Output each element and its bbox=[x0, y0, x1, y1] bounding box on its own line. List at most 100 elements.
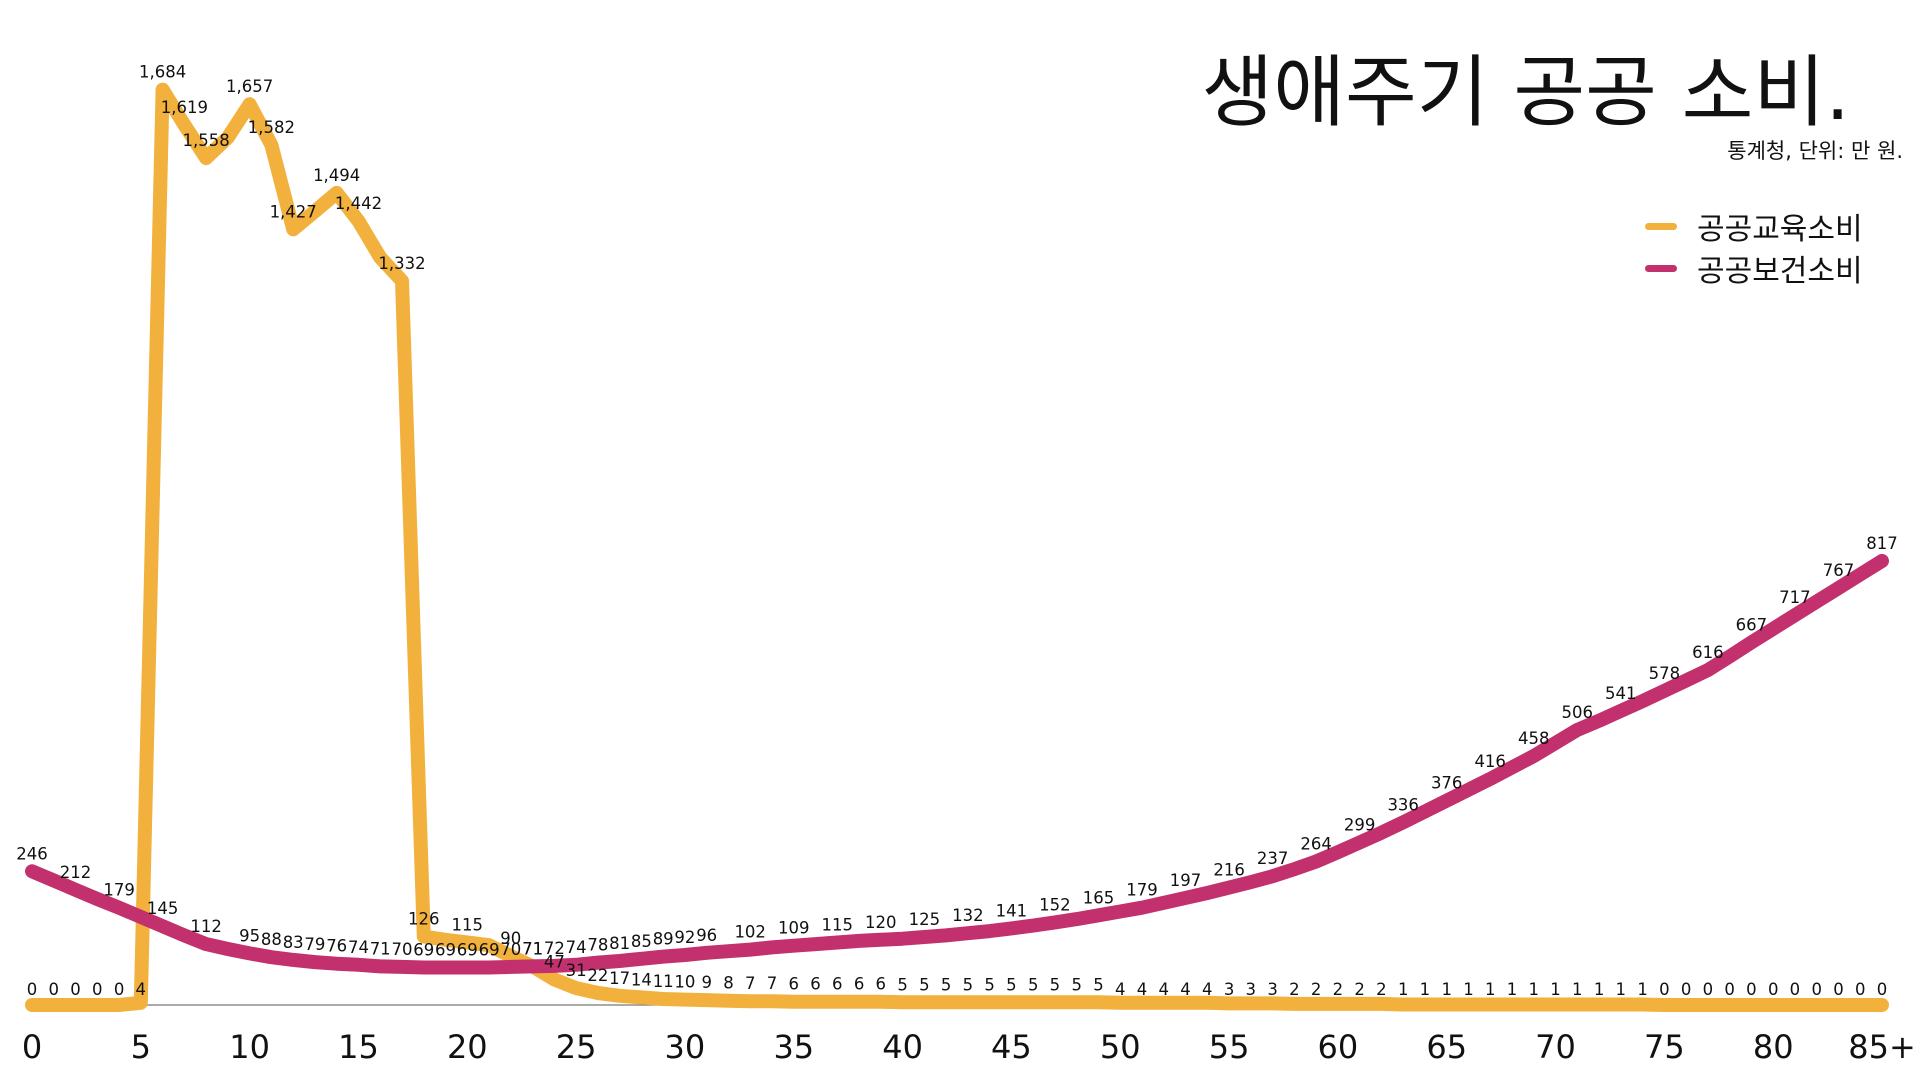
data-label-health: 83 bbox=[283, 933, 304, 952]
data-label-education: 3 bbox=[1267, 980, 1278, 999]
data-label-health: 299 bbox=[1344, 816, 1376, 835]
data-label-health: 165 bbox=[1083, 888, 1115, 907]
data-label-education: 71 bbox=[522, 939, 543, 958]
data-label-education: 5 bbox=[897, 975, 908, 994]
data-label-education: 5 bbox=[1006, 975, 1017, 994]
data-label-education: 6 bbox=[789, 975, 800, 994]
x-tick-label: 60 bbox=[1318, 1028, 1359, 1066]
data-label-health: 71 bbox=[370, 939, 391, 958]
data-label-education: 22 bbox=[587, 966, 608, 985]
data-label-education: 5 bbox=[919, 975, 930, 994]
legend-swatch-education bbox=[1645, 222, 1677, 230]
data-label-education: 6 bbox=[810, 975, 821, 994]
data-label-education: 5 bbox=[984, 975, 995, 994]
data-label-health: 96 bbox=[696, 926, 717, 945]
data-label-education: 1,442 bbox=[335, 194, 382, 213]
data-label-education: 1,332 bbox=[378, 254, 425, 273]
data-label-education: 1 bbox=[1398, 980, 1409, 999]
data-label-health: 79 bbox=[304, 935, 325, 954]
x-tick-label: 75 bbox=[1644, 1028, 1685, 1066]
data-label-health: 89 bbox=[653, 930, 674, 949]
series-line-education bbox=[25, 82, 1889, 1012]
data-label-education: 0 bbox=[1659, 980, 1670, 999]
data-label-education: 0 bbox=[1855, 980, 1866, 999]
x-tick-label: 85+ bbox=[1848, 1028, 1916, 1066]
data-label-education: 1 bbox=[1420, 980, 1431, 999]
data-label-education: 1 bbox=[1616, 980, 1627, 999]
x-tick-label: 30 bbox=[665, 1028, 706, 1066]
legend-label-health: 공공보건소비 bbox=[1697, 254, 1863, 289]
data-label-health: 458 bbox=[1518, 729, 1550, 748]
data-label-health: 578 bbox=[1649, 664, 1681, 683]
data-label-education: 0 bbox=[27, 980, 38, 999]
x-tick-labels: 0 5 10 15 20 25 30 35 40 45 50 55 60 65 70 75 80 85+ bbox=[22, 1028, 1916, 1066]
data-label-education: 7 bbox=[745, 974, 756, 993]
data-label-health: 237 bbox=[1257, 849, 1289, 868]
data-label-health: 817 bbox=[1866, 534, 1898, 553]
data-label-education: 47 bbox=[544, 953, 565, 972]
data-label-education: 17 bbox=[609, 969, 630, 988]
data-label-health: 246 bbox=[16, 844, 48, 863]
data-label-health: 506 bbox=[1562, 703, 1594, 722]
data-label-education: 0 bbox=[70, 980, 81, 999]
data-label-health: 95 bbox=[239, 926, 260, 945]
data-label-education: 115 bbox=[452, 916, 484, 935]
data-label-education: 1 bbox=[1637, 980, 1648, 999]
data-label-health: 69 bbox=[435, 941, 456, 960]
data-label-education: 2 bbox=[1354, 980, 1365, 999]
data-label-education: 1 bbox=[1572, 980, 1583, 999]
data-label-education: 2 bbox=[1311, 980, 1322, 999]
data-label-education: 1,494 bbox=[313, 166, 360, 185]
data-label-education: 0 bbox=[1790, 980, 1801, 999]
data-label-education: 1,582 bbox=[248, 118, 295, 137]
data-label-health: 72 bbox=[544, 939, 565, 958]
x-tick-label: 10 bbox=[229, 1028, 270, 1066]
data-label-education: 1,558 bbox=[182, 131, 229, 150]
data-label-health: 197 bbox=[1170, 871, 1202, 890]
data-label-education: 5 bbox=[1093, 975, 1104, 994]
data-label-health: 76 bbox=[326, 937, 347, 956]
data-label-education: 2 bbox=[1289, 980, 1300, 999]
data-label-education: 5 bbox=[1050, 975, 1061, 994]
legend-swatch-health bbox=[1645, 264, 1677, 272]
data-label-education: 4 bbox=[1159, 980, 1170, 999]
x-tick-label: 50 bbox=[1100, 1028, 1141, 1066]
data-label-education: 2 bbox=[1333, 980, 1344, 999]
data-label-education: 1 bbox=[1463, 980, 1474, 999]
data-labels: 0 0 0 0 0 41,6841,6191,5581,6571,5821,4271,49… bbox=[16, 63, 1898, 999]
data-label-education: 9 bbox=[701, 973, 712, 992]
data-label-health: 92 bbox=[674, 928, 695, 947]
x-tick-label: 55 bbox=[1209, 1028, 1250, 1066]
data-label-education: 31 bbox=[566, 961, 587, 980]
legend-item-education: 공공교육소비 bbox=[1645, 205, 1863, 247]
data-label-education: 5 bbox=[1028, 975, 1039, 994]
data-label-health: 69 bbox=[479, 941, 500, 960]
data-label-education: 1 bbox=[1529, 980, 1540, 999]
data-label-education: 0 bbox=[1768, 980, 1779, 999]
data-label-health: 120 bbox=[865, 913, 897, 932]
x-tick-label: 20 bbox=[447, 1028, 488, 1066]
data-label-education: 2 bbox=[1376, 980, 1387, 999]
data-label-education: 8 bbox=[723, 974, 734, 993]
data-label-health: 336 bbox=[1387, 795, 1419, 814]
data-label-education: 7 bbox=[767, 974, 778, 993]
data-label-education: 0 bbox=[49, 980, 60, 999]
data-label-health: 264 bbox=[1300, 835, 1332, 854]
data-label-health: 125 bbox=[909, 910, 941, 929]
data-label-education: 90 bbox=[500, 929, 521, 948]
data-label-health: 152 bbox=[1039, 895, 1071, 914]
data-label-health: 81 bbox=[609, 934, 630, 953]
data-label-education: 1,657 bbox=[226, 77, 273, 96]
data-label-health: 179 bbox=[1126, 881, 1158, 900]
x-tick-label: 65 bbox=[1426, 1028, 1467, 1066]
data-label-education: 4 bbox=[1137, 980, 1148, 999]
data-label-health: 216 bbox=[1213, 861, 1245, 880]
data-label-education: 6 bbox=[876, 975, 887, 994]
data-label-education: 0 bbox=[92, 980, 103, 999]
data-label-health: 74 bbox=[566, 938, 587, 957]
data-label-education: 4 bbox=[136, 980, 147, 999]
x-tick-label: 40 bbox=[882, 1028, 923, 1066]
chart-title: 생애주기 공공 소비. bbox=[1201, 48, 1850, 138]
data-label-education: 4 bbox=[1202, 980, 1213, 999]
